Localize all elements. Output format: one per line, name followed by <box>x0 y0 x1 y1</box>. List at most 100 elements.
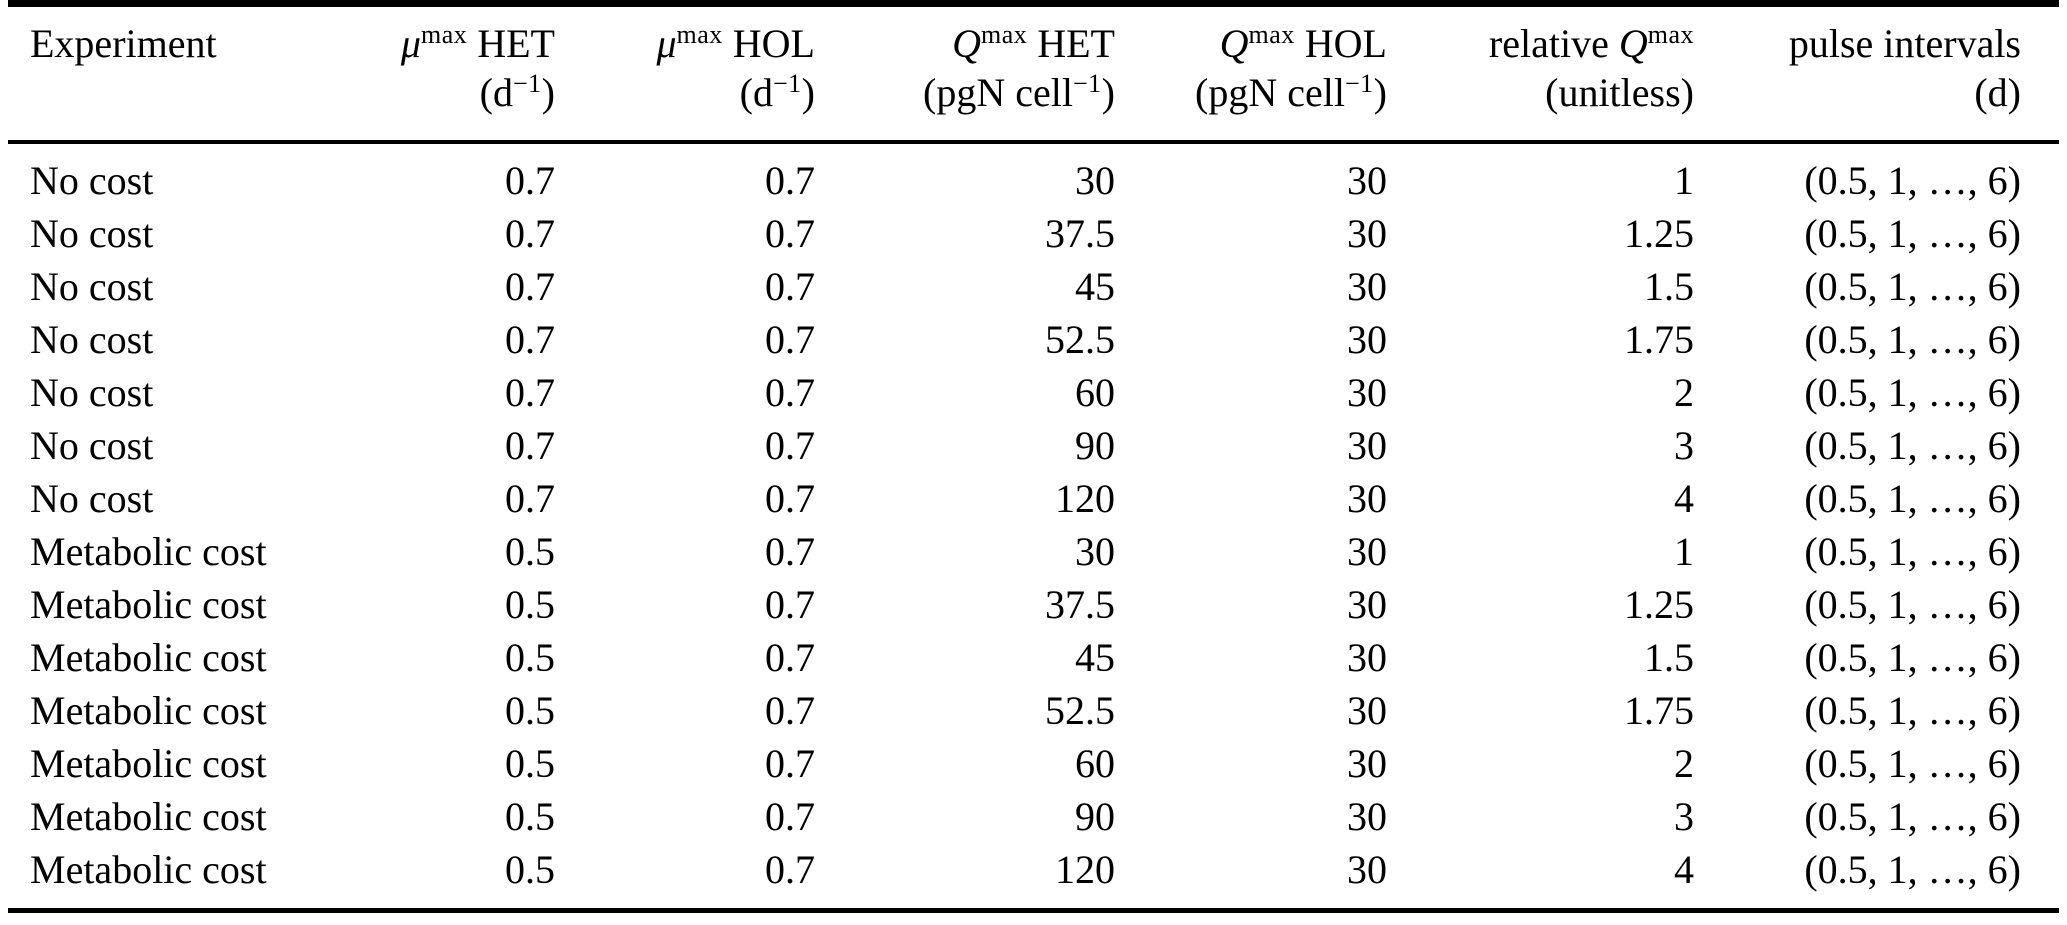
cell-q-max-hol: 30 <box>1347 635 1387 680</box>
cell-pulse-intervals: (0.5, 1, …, 6) <box>1804 476 2021 521</box>
cell-mu-max-het: 0.5 <box>505 794 555 839</box>
table-row: No cost 0.7 0.7 37.5 30 1.25 (0.5, 1, …, 6) <box>8 207 2059 260</box>
cell-experiment: Metabolic cost <box>30 635 267 680</box>
cell-mu-max-hol: 0.7 <box>765 794 815 839</box>
cell-pulse-intervals: (0.5, 1, …, 6) <box>1804 370 2021 415</box>
table-row: Metabolic cost 0.5 0.7 90 30 3 (0.5, 1, …, 6) <box>8 790 2059 843</box>
cell-mu-max-hol: 0.7 <box>765 476 815 521</box>
column-header-mu-max-het: μmax HET (d−1) <box>360 7 555 142</box>
cell-relative-q-max: 1.25 <box>1624 211 1694 256</box>
cell-pulse-intervals: (0.5, 1, …, 6) <box>1804 847 2021 892</box>
cell-experiment: No cost <box>30 264 154 309</box>
table-row: No cost 0.7 0.7 30 30 1 (0.5, 1, …, 6) <box>8 142 2059 207</box>
cell-mu-max-hol: 0.7 <box>765 741 815 786</box>
cell-q-max-het: 52.5 <box>1045 688 1115 733</box>
cell-q-max-hol: 30 <box>1347 423 1387 468</box>
table-row: No cost 0.7 0.7 90 30 3 (0.5, 1, …, 6) <box>8 419 2059 472</box>
cell-relative-q-max: 4 <box>1674 476 1694 521</box>
cell-mu-max-het: 0.5 <box>505 529 555 574</box>
cell-mu-max-hol: 0.7 <box>765 317 815 362</box>
table-top-rule <box>8 0 2059 7</box>
cell-mu-max-het: 0.7 <box>505 264 555 309</box>
cell-experiment: No cost <box>30 158 154 203</box>
table-row: No cost 0.7 0.7 120 30 4 (0.5, 1, …, 6) <box>8 472 2059 525</box>
cell-q-max-het: 45 <box>1075 635 1115 680</box>
table-row: Metabolic cost 0.5 0.7 45 30 1.5 (0.5, 1, …, 6… <box>8 631 2059 684</box>
cell-experiment: No cost <box>30 476 154 521</box>
cell-mu-max-hol: 0.7 <box>765 688 815 733</box>
cell-pulse-intervals: (0.5, 1, …, 6) <box>1804 211 2021 256</box>
header-unit: (d−1) <box>479 68 555 115</box>
cell-q-max-hol: 30 <box>1347 847 1387 892</box>
table-row: Metabolic cost 0.5 0.7 60 30 2 (0.5, 1, …, 6) <box>8 737 2059 790</box>
column-header-experiment: Experiment <box>8 7 360 142</box>
column-header-q-max-het: Qmax HET (pgN cell−1) <box>815 7 1115 142</box>
cell-mu-max-hol: 0.7 <box>765 264 815 309</box>
cell-mu-max-het: 0.7 <box>505 211 555 256</box>
cell-relative-q-max: 1 <box>1674 529 1694 574</box>
header-unit: (d) <box>1974 70 2021 115</box>
cell-relative-q-max: 2 <box>1674 370 1694 415</box>
cell-relative-q-max: 1.5 <box>1644 264 1694 309</box>
cell-q-max-hol: 30 <box>1347 529 1387 574</box>
cell-relative-q-max: 3 <box>1674 423 1694 468</box>
cell-q-max-het: 90 <box>1075 794 1115 839</box>
cell-mu-max-hol: 0.7 <box>765 370 815 415</box>
cell-mu-max-hol: 0.7 <box>765 582 815 627</box>
cell-q-max-hol: 30 <box>1347 794 1387 839</box>
cell-mu-max-hol: 0.7 <box>765 423 815 468</box>
cell-experiment: Metabolic cost <box>30 794 267 839</box>
table-row: No cost 0.7 0.7 52.5 30 1.75 (0.5, 1, …, 6) <box>8 313 2059 366</box>
header-unit: (pgN cell−1) <box>1195 68 1387 115</box>
cell-q-max-het: 60 <box>1075 741 1115 786</box>
cell-experiment: No cost <box>30 423 154 468</box>
cell-q-max-het: 52.5 <box>1045 317 1115 362</box>
cell-experiment: Metabolic cost <box>30 582 267 627</box>
header-unit: (unitless) <box>1545 70 1694 115</box>
cell-experiment: Metabolic cost <box>30 688 267 733</box>
cell-q-max-hol: 30 <box>1347 582 1387 627</box>
cell-q-max-hol: 30 <box>1347 741 1387 786</box>
header-title: μmax HET <box>400 19 555 66</box>
cell-relative-q-max: 2 <box>1674 741 1694 786</box>
cell-mu-max-het: 0.7 <box>505 158 555 203</box>
header-unit: (pgN cell−1) <box>923 68 1115 115</box>
column-header-mu-max-hol: μmax HOL (d−1) <box>555 7 815 142</box>
cell-relative-q-max: 4 <box>1674 847 1694 892</box>
cell-mu-max-het: 0.7 <box>505 370 555 415</box>
cell-experiment: No cost <box>30 370 154 415</box>
cell-mu-max-hol: 0.7 <box>765 211 815 256</box>
table-header: Experiment μmax HET (d−1) μmax HOL (d−1)… <box>8 7 2059 142</box>
cell-pulse-intervals: (0.5, 1, …, 6) <box>1804 582 2021 627</box>
cell-mu-max-het: 0.5 <box>505 635 555 680</box>
cell-experiment: No cost <box>30 211 154 256</box>
cell-mu-max-het: 0.5 <box>505 847 555 892</box>
header-title: pulse intervals <box>1788 21 2021 66</box>
cell-mu-max-het: 0.5 <box>505 688 555 733</box>
cell-q-max-hol: 30 <box>1347 317 1387 362</box>
header-row: Experiment μmax HET (d−1) μmax HOL (d−1)… <box>8 7 2059 142</box>
cell-q-max-hol: 30 <box>1347 158 1387 203</box>
cell-q-max-het: 60 <box>1075 370 1115 415</box>
cell-q-max-het: 120 <box>1055 476 1115 521</box>
cell-q-max-hol: 30 <box>1347 476 1387 521</box>
cell-relative-q-max: 3 <box>1674 794 1694 839</box>
cell-mu-max-het: 0.7 <box>505 423 555 468</box>
cell-q-max-het: 30 <box>1075 529 1115 574</box>
table-row: Metabolic cost 0.5 0.7 120 30 4 (0.5, 1, …, 6) <box>8 843 2059 908</box>
cell-relative-q-max: 1.75 <box>1624 688 1694 733</box>
cell-relative-q-max: 1.5 <box>1644 635 1694 680</box>
header-unit: (d−1) <box>739 68 815 115</box>
cell-q-max-het: 37.5 <box>1045 211 1115 256</box>
cell-q-max-het: 120 <box>1055 847 1115 892</box>
cell-q-max-hol: 30 <box>1347 370 1387 415</box>
parameters-table: Experiment μmax HET (d−1) μmax HOL (d−1)… <box>8 7 2059 908</box>
table-row: No cost 0.7 0.7 60 30 2 (0.5, 1, …, 6) <box>8 366 2059 419</box>
header-title: μmax HOL <box>656 19 815 66</box>
column-header-q-max-hol: Qmax HOL (pgN cell−1) <box>1115 7 1387 142</box>
cell-q-max-het: 37.5 <box>1045 582 1115 627</box>
cell-mu-max-het: 0.7 <box>505 476 555 521</box>
cell-relative-q-max: 1 <box>1674 158 1694 203</box>
cell-mu-max-het: 0.5 <box>505 741 555 786</box>
